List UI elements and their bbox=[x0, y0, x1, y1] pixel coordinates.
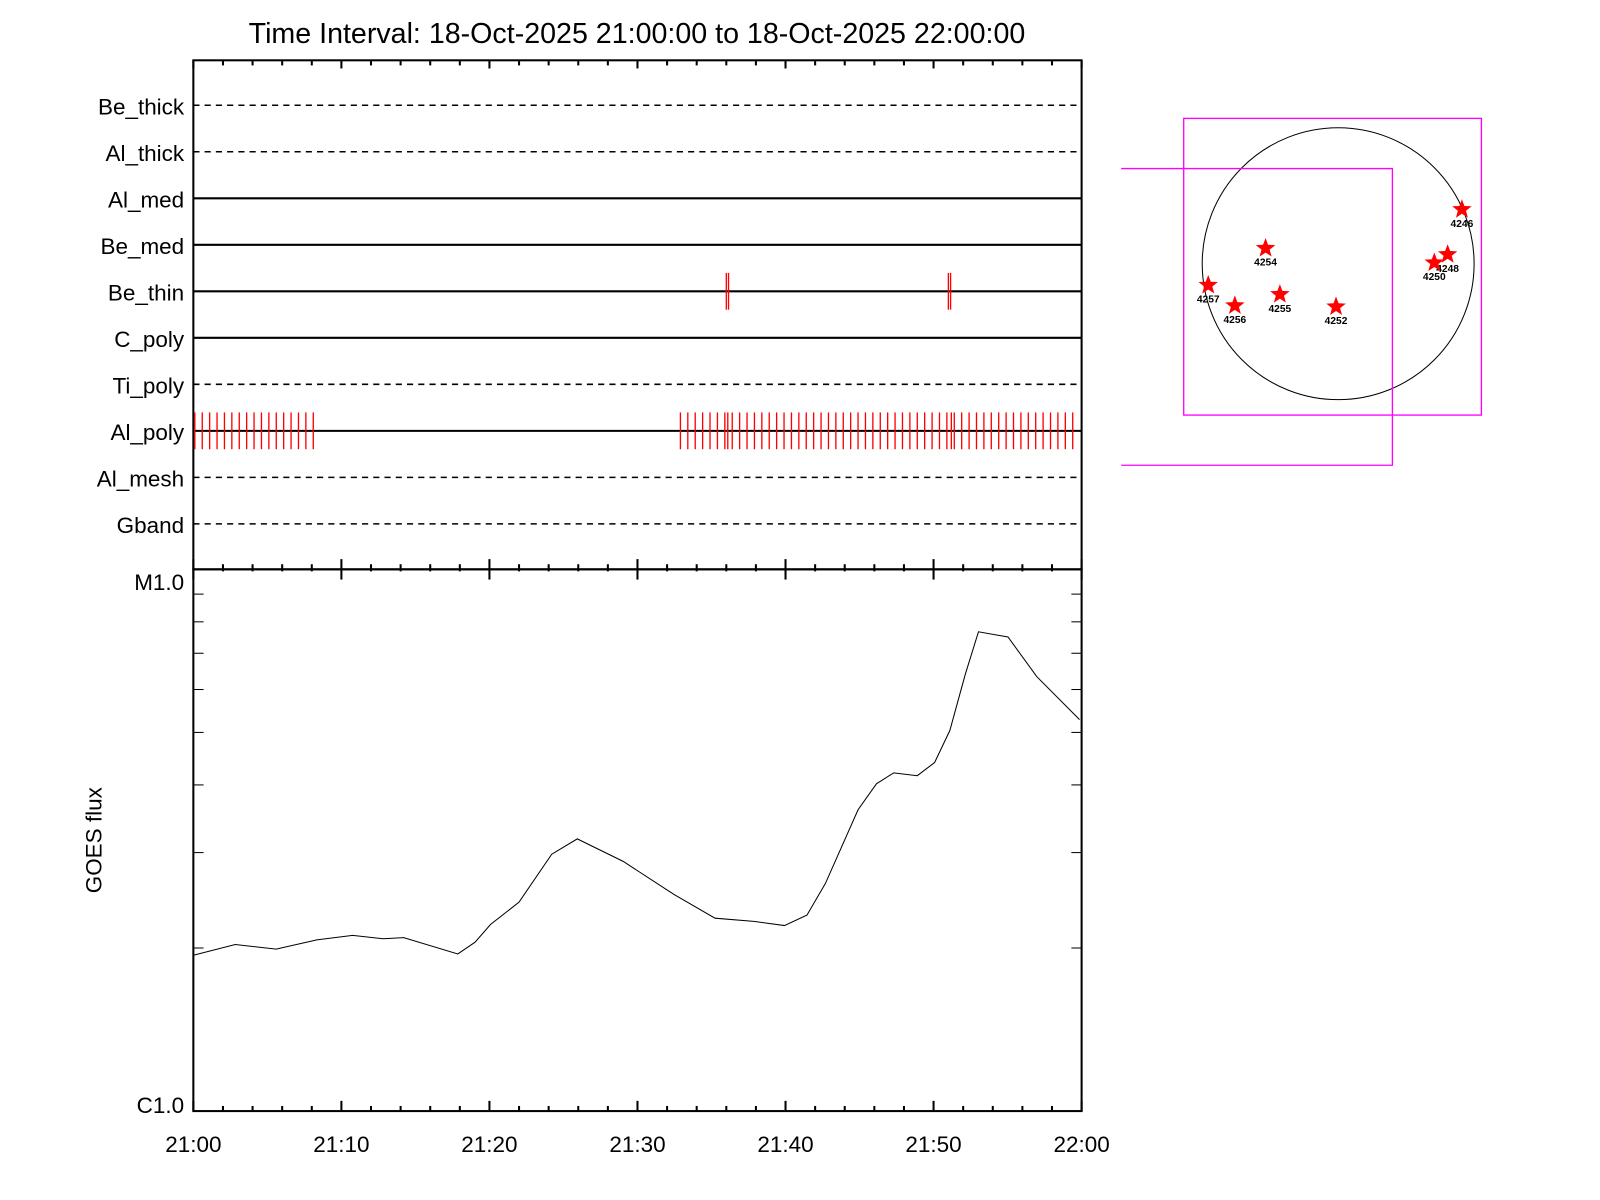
active-region-label: 4254 bbox=[1254, 258, 1277, 269]
active-region-star-icon bbox=[1326, 296, 1346, 316]
active-region-label: 4256 bbox=[1224, 315, 1247, 326]
chart-title: Time Interval: 18-Oct-2025 21:00:00 to 1… bbox=[249, 18, 1026, 50]
filter-label: Al_mesh bbox=[97, 467, 184, 492]
active-region-label: 4255 bbox=[1268, 304, 1291, 315]
filter-label: C_poly bbox=[114, 327, 185, 352]
active-region-star-icon bbox=[1424, 252, 1445, 271]
active-region-star-icon bbox=[1225, 295, 1245, 314]
y-tick-label: M1.0 bbox=[134, 570, 184, 595]
filter-label: Be_thick bbox=[98, 94, 185, 119]
active-region-star-icon bbox=[1198, 274, 1218, 294]
active-region-star-icon bbox=[1255, 238, 1276, 257]
active-region-label: 4248 bbox=[1436, 264, 1459, 275]
filter-label: Al_poly bbox=[110, 420, 184, 445]
filter-timeline-panel: Be_thick Al_thick Al_med Be_med Be_thin C_pol… bbox=[97, 59, 1083, 580]
goes-flux-line bbox=[193, 631, 1080, 956]
fov-box bbox=[1183, 117, 1483, 416]
filter-label: Be_med bbox=[100, 234, 184, 259]
active-region-star-icon bbox=[1270, 284, 1290, 303]
active-region-label: 4252 bbox=[1325, 316, 1348, 327]
goes-frame bbox=[192, 568, 1083, 1113]
active-region-label: 4246 bbox=[1451, 219, 1474, 230]
x-tick-label: 22:00 bbox=[1053, 1132, 1109, 1157]
active-region-star-icon bbox=[1437, 244, 1458, 263]
x-tick-label: 21:50 bbox=[905, 1132, 961, 1157]
filter-label: Ti_poly bbox=[113, 374, 185, 399]
goes-flux-panel: C1.0 M1.0 21:00 21:10 21:20 21:30 21:40 21:50 22… bbox=[134, 568, 1110, 1157]
solar-limb bbox=[1201, 127, 1475, 401]
x-tick-label: 21:30 bbox=[609, 1132, 665, 1157]
timeline-frame bbox=[192, 59, 1083, 571]
fov-box bbox=[1121, 167, 1394, 466]
filter-label: Gband bbox=[117, 513, 184, 538]
filter-label: Al_thick bbox=[105, 141, 184, 166]
active-region-label: 4257 bbox=[1197, 295, 1220, 306]
active-region-label: 4250 bbox=[1423, 272, 1446, 283]
x-tick-label: 21:10 bbox=[313, 1132, 369, 1157]
filter-label: Be_thin bbox=[108, 281, 184, 306]
goes-y-axis-label: GOES flux bbox=[81, 787, 106, 893]
x-tick-label: 21:40 bbox=[757, 1132, 813, 1157]
x-tick-label: 21:20 bbox=[461, 1132, 517, 1157]
y-tick-label: C1.0 bbox=[137, 1093, 184, 1118]
filter-label: Al_med bbox=[108, 187, 184, 212]
x-tick-label: 21:00 bbox=[165, 1132, 221, 1157]
active-region-star-icon bbox=[1452, 199, 1472, 218]
